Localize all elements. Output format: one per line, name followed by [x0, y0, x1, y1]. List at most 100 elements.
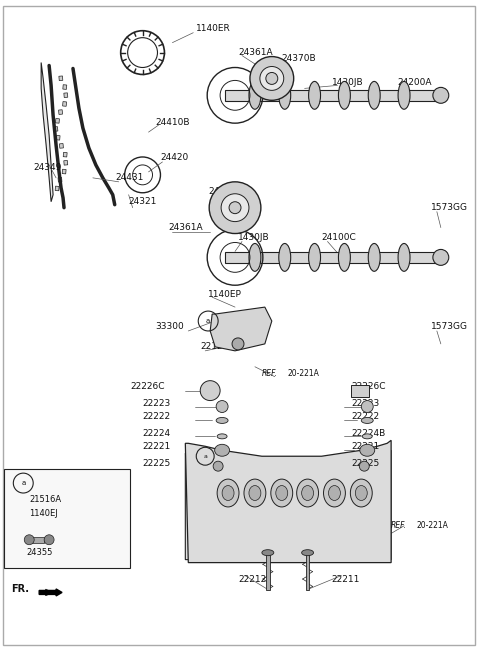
- Text: 24321: 24321: [129, 197, 157, 206]
- Ellipse shape: [276, 485, 288, 500]
- Text: 22124C: 22124C: [200, 343, 235, 351]
- Ellipse shape: [368, 81, 380, 109]
- Text: 33300: 33300: [156, 323, 184, 332]
- Bar: [63, 85, 67, 90]
- Ellipse shape: [328, 485, 340, 500]
- Bar: [54, 127, 58, 131]
- Ellipse shape: [217, 434, 227, 439]
- Polygon shape: [41, 62, 53, 202]
- Bar: [59, 110, 62, 114]
- Text: a: a: [21, 480, 25, 486]
- Circle shape: [360, 461, 369, 471]
- Text: 22222: 22222: [143, 412, 171, 421]
- Bar: [55, 186, 59, 191]
- Circle shape: [200, 381, 220, 400]
- Ellipse shape: [297, 479, 319, 507]
- Bar: [58, 177, 62, 182]
- Circle shape: [24, 535, 34, 545]
- Circle shape: [44, 535, 54, 545]
- Bar: [306, 553, 310, 591]
- Bar: [225, 90, 444, 101]
- Text: a: a: [206, 318, 210, 324]
- Text: 22223: 22223: [351, 399, 380, 408]
- Ellipse shape: [398, 243, 410, 271]
- Text: 24355: 24355: [26, 548, 52, 557]
- Text: FR.: FR.: [12, 585, 29, 594]
- Circle shape: [213, 461, 223, 471]
- Text: 22221: 22221: [143, 442, 171, 451]
- Bar: [266, 553, 270, 591]
- Bar: [62, 169, 66, 174]
- Ellipse shape: [271, 479, 293, 507]
- Circle shape: [433, 249, 449, 265]
- Ellipse shape: [279, 81, 291, 109]
- Text: 1140EP: 1140EP: [208, 289, 242, 299]
- Ellipse shape: [324, 479, 346, 507]
- Ellipse shape: [309, 243, 321, 271]
- Text: 22225: 22225: [143, 459, 171, 468]
- Ellipse shape: [262, 550, 274, 556]
- Bar: [64, 93, 68, 97]
- Circle shape: [361, 400, 373, 413]
- Text: 24410B: 24410B: [156, 117, 190, 127]
- Ellipse shape: [249, 243, 261, 271]
- Circle shape: [260, 66, 284, 90]
- Ellipse shape: [217, 479, 239, 507]
- Text: 20-221A: 20-221A: [288, 369, 320, 378]
- Ellipse shape: [338, 243, 350, 271]
- Ellipse shape: [279, 243, 291, 271]
- Text: 1140EJ: 1140EJ: [29, 509, 58, 519]
- Ellipse shape: [338, 81, 350, 109]
- Ellipse shape: [301, 485, 313, 500]
- Ellipse shape: [361, 417, 373, 423]
- Text: 21516A: 21516A: [29, 495, 61, 504]
- Text: 24350: 24350: [208, 188, 237, 196]
- Circle shape: [216, 400, 228, 413]
- Text: 24100C: 24100C: [322, 233, 356, 242]
- Bar: [56, 136, 60, 140]
- Text: 1430JB: 1430JB: [238, 233, 270, 242]
- Ellipse shape: [309, 81, 321, 109]
- Circle shape: [232, 338, 244, 350]
- Text: 22222: 22222: [351, 412, 380, 421]
- Bar: [64, 160, 68, 165]
- FancyArrow shape: [39, 589, 62, 596]
- FancyBboxPatch shape: [4, 469, 130, 568]
- Bar: [351, 385, 369, 397]
- Text: 22221: 22221: [351, 442, 380, 451]
- Text: 1140ER: 1140ER: [196, 24, 231, 33]
- Bar: [62, 102, 67, 106]
- Text: 22225: 22225: [351, 459, 380, 468]
- Ellipse shape: [249, 485, 261, 500]
- Circle shape: [229, 202, 241, 214]
- Bar: [63, 153, 67, 157]
- Bar: [26, 537, 44, 543]
- Text: 24370B: 24370B: [282, 54, 316, 63]
- Polygon shape: [185, 450, 391, 559]
- Text: 22223: 22223: [143, 399, 171, 408]
- Text: 24361A: 24361A: [168, 223, 203, 232]
- Ellipse shape: [360, 445, 375, 456]
- Ellipse shape: [244, 479, 266, 507]
- Ellipse shape: [398, 81, 410, 109]
- Text: 24349: 24349: [33, 164, 61, 173]
- Ellipse shape: [350, 479, 372, 507]
- Polygon shape: [185, 440, 391, 563]
- Text: 22224: 22224: [143, 429, 171, 438]
- Text: 24420: 24420: [160, 153, 189, 162]
- Text: 20-221A: 20-221A: [417, 521, 449, 530]
- Bar: [225, 252, 444, 263]
- Text: 22226C: 22226C: [131, 382, 165, 391]
- Bar: [60, 143, 63, 148]
- Circle shape: [266, 73, 278, 84]
- Text: 24361A: 24361A: [238, 48, 273, 57]
- Text: 22211: 22211: [332, 575, 360, 584]
- Text: REF.: REF.: [391, 521, 407, 530]
- Ellipse shape: [215, 445, 229, 456]
- Bar: [56, 119, 60, 123]
- Text: 22226C: 22226C: [351, 382, 386, 391]
- Text: 1430JB: 1430JB: [332, 78, 363, 87]
- Text: 1573GG: 1573GG: [431, 203, 468, 212]
- Ellipse shape: [216, 417, 228, 423]
- Circle shape: [433, 88, 449, 103]
